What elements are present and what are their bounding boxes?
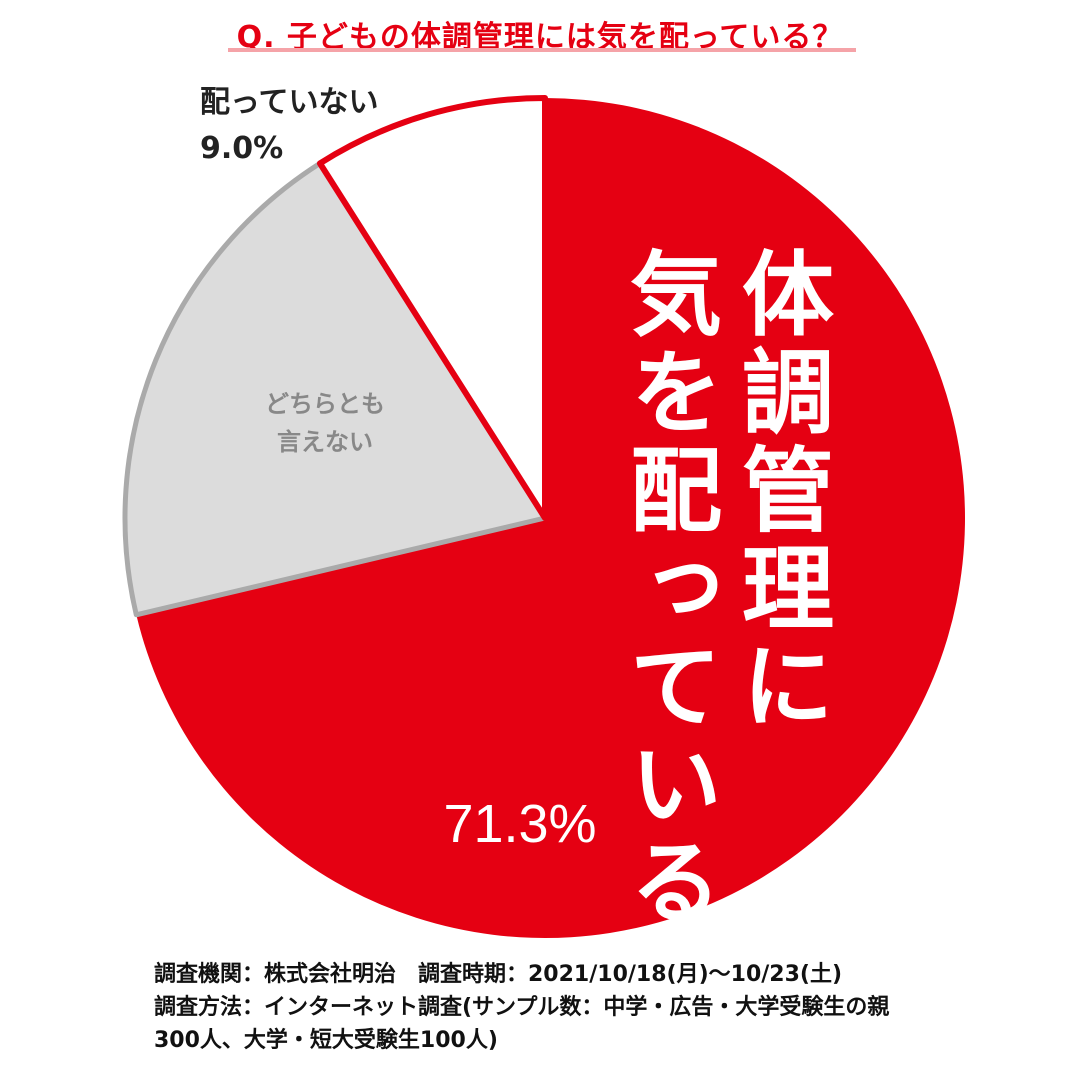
slice-not-care <box>316 95 548 521</box>
footer-line-2: 調査方法：インターネット調査(サンプル数：中学・広告・大学受験生の親 <box>154 995 890 1020</box>
footer-line-3: 300人、大学・短大受験生100人) <box>154 1028 498 1053</box>
slice-feel-care <box>136 98 966 938</box>
main-label-col1: 体調管理に <box>727 246 834 736</box>
main-label-col2: 気を配っている <box>615 246 722 932</box>
slice-neither <box>122 160 548 618</box>
not-care-label: 配っていない <box>200 85 379 120</box>
not-care-value: 9.0% <box>200 131 283 166</box>
neutral-label-line2: 言えない <box>277 428 373 456</box>
title-underline <box>228 48 856 52</box>
neutral-label-line1: どちらとも <box>265 390 385 418</box>
pie-chart: 体調管理に 気を配っている 71.3% どちらとも 言えない 配っていない 9.… <box>122 85 966 938</box>
main-value-label: 71.3% <box>443 794 596 854</box>
footer-line-1: 調査機関：株式会社明治 調査時期：2021/10/18(月)〜10/23(土) <box>154 962 843 987</box>
survey-footer: 調査機関：株式会社明治 調査時期：2021/10/18(月)〜10/23(土) … <box>154 958 1054 1057</box>
